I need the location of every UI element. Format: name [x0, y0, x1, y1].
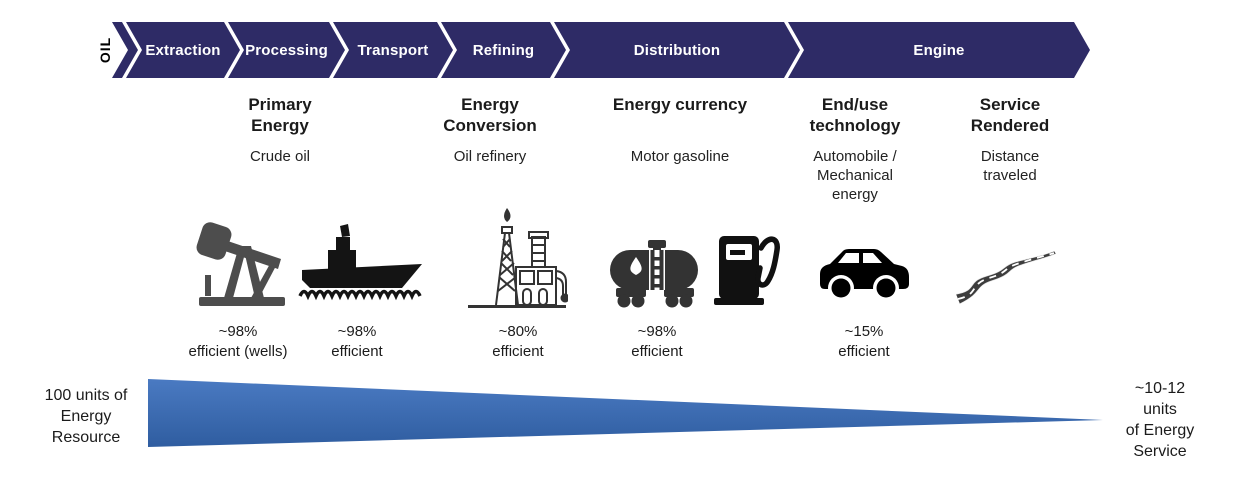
oil-pump-jack-icon: [196, 222, 285, 306]
column-energy-currency: Energy currency Motor gasoline: [613, 95, 747, 167]
column-title: End/use technology: [809, 95, 901, 135]
column-end-use-technology: End/use technology Automobile / Mechanic…: [810, 95, 901, 204]
column-primary-energy: Primary Energy Crude oil: [248, 95, 311, 167]
oil-refinery-icon: [468, 208, 568, 308]
stage-transport: Transport: [333, 22, 453, 78]
efficiency-refining: ~80% efficient: [492, 323, 544, 361]
winding-road-icon: [956, 250, 1057, 305]
efficiency-transport: ~98% efficient: [331, 323, 383, 361]
column-subtitle: Oil refinery: [453, 148, 527, 165]
column-title: Service Rendered: [970, 95, 1050, 135]
efficiency-distribution: ~98% efficient: [631, 323, 683, 361]
column-title: Energy Conversion: [443, 95, 537, 135]
rail-tank-car-icon: [610, 240, 698, 308]
efficiency-extraction: ~98% efficient (wells): [188, 323, 288, 361]
efficiency-engine: ~15% efficient: [838, 323, 890, 361]
stage-extraction: Extraction: [126, 22, 240, 78]
car-icon: [820, 249, 909, 301]
column-subtitle: Automobile / Mechanical energy: [813, 148, 897, 203]
stage-refining: Refining: [441, 22, 566, 78]
column-subtitle: Distance traveled: [980, 148, 1040, 184]
tanker-ship-icon: [298, 224, 422, 301]
column-subtitle: Crude oil: [249, 148, 311, 165]
energy-output-label: ~10-12 units of Energy Service: [1125, 380, 1195, 461]
stage-processing: Processing: [228, 22, 345, 78]
energy-loss-wedge: [148, 379, 1103, 447]
stage-engine: Engine: [788, 22, 1090, 78]
column-service-rendered: Service Rendered Distance traveled: [971, 95, 1049, 186]
column-title: Energy currency: [612, 95, 748, 114]
energy-input-label: 100 units of Energy Resource: [44, 387, 128, 447]
column-energy-conversion: Energy Conversion Oil refinery: [443, 95, 537, 167]
column-title: Primary Energy: [248, 95, 312, 135]
resource-label: OIL: [97, 36, 113, 64]
stage-distribution: Distribution: [554, 22, 800, 78]
column-subtitle: Motor gasoline: [630, 148, 730, 165]
fuel-pump-icon: [714, 236, 780, 305]
